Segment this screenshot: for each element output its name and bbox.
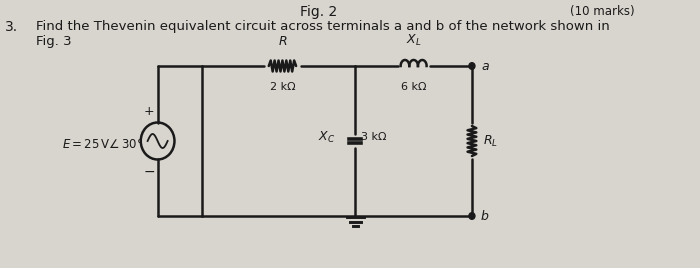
Text: b: b <box>481 210 489 222</box>
Text: 2 kΩ: 2 kΩ <box>270 82 295 92</box>
Text: $E = 25\,\mathrm{V}\angle\,30°$: $E = 25\,\mathrm{V}\angle\,30°$ <box>62 139 143 151</box>
Text: $X_C$: $X_C$ <box>318 129 335 144</box>
Circle shape <box>469 213 475 219</box>
Text: a: a <box>481 59 489 73</box>
Text: Find the Thevenin equivalent circuit across terminals a and b of the network sho: Find the Thevenin equivalent circuit acr… <box>36 20 610 48</box>
Text: (10 marks): (10 marks) <box>570 5 635 18</box>
Text: −: − <box>144 165 155 178</box>
Text: Fig. 2: Fig. 2 <box>300 5 337 19</box>
Text: $R$: $R$ <box>278 35 287 48</box>
Text: 3 kΩ: 3 kΩ <box>360 132 386 142</box>
Text: $X_L$: $X_L$ <box>406 33 421 48</box>
Text: $R_L$: $R_L$ <box>483 133 498 148</box>
Text: 6 kΩ: 6 kΩ <box>401 82 426 92</box>
Text: 3.: 3. <box>5 20 18 34</box>
Text: +: + <box>144 105 155 117</box>
Circle shape <box>469 63 475 69</box>
